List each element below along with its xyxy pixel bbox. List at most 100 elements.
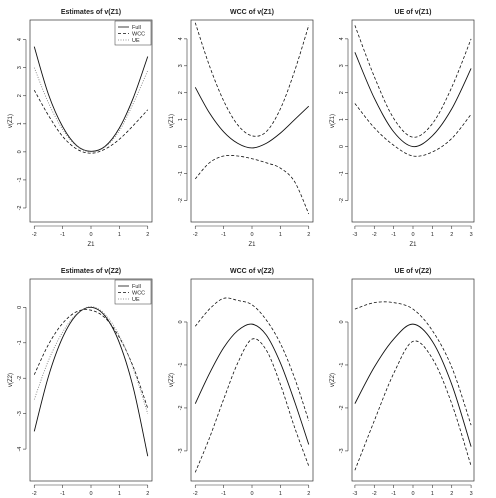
chart-title: UE of v(Z1) <box>395 9 432 16</box>
series-line-3 <box>33 67 149 153</box>
x-axis-label: Z1 <box>248 242 256 248</box>
x-tick-label: 3 <box>470 232 473 238</box>
y-tick-label: -1 <box>339 363 345 368</box>
y-tick-label: -1 <box>17 340 23 345</box>
x-tick-label: -1 <box>221 232 226 238</box>
x-tick-label: -2 <box>193 232 198 238</box>
plot-frame <box>351 278 475 482</box>
y-tick-label: -2 <box>339 198 345 203</box>
y-tick-label: 3 <box>17 66 23 69</box>
y-tick-label: 4 <box>17 38 23 41</box>
x-tick-label: -1 <box>391 232 396 238</box>
series-line-1 <box>33 46 149 152</box>
y-axis-label: v(Z2) <box>8 373 14 387</box>
x-tick-label: 1 <box>279 232 282 238</box>
x-tick-label: -1 <box>221 491 226 497</box>
y-tick-label: 1 <box>17 122 23 125</box>
y-axis-label: v(Z1) <box>169 114 175 128</box>
y-tick-label: -1 <box>17 177 23 182</box>
x-tick-label: -1 <box>60 491 65 497</box>
x-tick-label: -2 <box>32 491 37 497</box>
x-tick-label: -2 <box>193 491 198 497</box>
legend-label: UE <box>132 38 140 44</box>
series-line-1 <box>194 323 310 445</box>
x-tick-label: 1 <box>118 232 121 238</box>
series-line-1 <box>354 323 472 447</box>
y-tick-label: 0 <box>17 150 23 153</box>
x-tick-label: -3 <box>352 491 357 497</box>
x-tick-label: 1 <box>431 232 434 238</box>
x-tick-label: 1 <box>118 491 121 497</box>
x-axis-label: Z1 <box>87 242 95 248</box>
x-axis-label: Z1 <box>409 242 417 248</box>
y-tick-label: -2 <box>17 206 23 211</box>
chart-title: WCC of v(Z1) <box>230 9 274 16</box>
legend-label: UE <box>132 297 140 303</box>
chart-panel-2: WCC of v(Z1) -2 -1 0 1 2 -2 -1 0 1 2 3 4 Z1 v(Z1) <box>169 9 314 248</box>
x-tick-label: 2 <box>146 491 149 497</box>
x-tick-label: 2 <box>146 232 149 238</box>
y-tick-label: 2 <box>178 91 184 94</box>
x-tick-label: 2 <box>307 232 310 238</box>
legend-box <box>114 20 152 46</box>
series-line-1 <box>354 52 472 148</box>
x-tick-label: 0 <box>250 491 253 497</box>
chart-title: UE of v(Z2) <box>395 268 432 275</box>
series-line-3 <box>194 338 310 473</box>
plot-frame <box>29 19 153 223</box>
series-line-2 <box>33 309 149 409</box>
legend-label: Full <box>132 284 141 290</box>
y-tick-label: -1 <box>178 171 184 176</box>
x-tick-label: 0 <box>250 232 253 238</box>
x-tick-label: -1 <box>391 491 396 497</box>
series-line-3 <box>354 103 472 157</box>
y-tick-label: -1 <box>339 171 345 176</box>
y-tick-label: 2 <box>339 91 345 94</box>
x-tick-label: 0 <box>411 491 414 497</box>
y-axis-label: v(Z1) <box>330 114 336 128</box>
legend-label: WCC <box>132 32 145 38</box>
y-tick-label: -2 <box>178 198 184 203</box>
plot-frame <box>29 278 153 482</box>
y-tick-label: 0 <box>178 145 184 148</box>
x-tick-label: 1 <box>431 491 434 497</box>
y-tick-label: 4 <box>339 37 345 40</box>
x-tick-label: 1 <box>279 491 282 497</box>
y-tick-label: 0 <box>178 320 184 323</box>
y-tick-label: 0 <box>17 306 23 309</box>
y-tick-label: -2 <box>17 376 23 381</box>
chart-panel-3: UE of v(Z1) -3 -2 -1 0 1 2 3 -2 -1 0 1 2 3 4 Z1 v(Z1) <box>330 9 475 248</box>
y-tick-label: 0 <box>339 320 345 323</box>
x-tick-label: 2 <box>450 232 453 238</box>
chart-title: Estimates of v(Z1) <box>61 9 121 16</box>
series-line-2 <box>354 25 472 138</box>
series-line-3 <box>194 154 310 215</box>
x-tick-label: -1 <box>60 232 65 238</box>
plot-frame <box>351 19 475 223</box>
x-tick-label: -3 <box>352 232 357 238</box>
x-tick-label: 0 <box>411 232 414 238</box>
y-tick-label: 3 <box>178 64 184 67</box>
series-line-2 <box>33 89 149 154</box>
x-tick-label: 3 <box>470 491 473 497</box>
y-tick-label: -3 <box>17 411 23 416</box>
series-line-2 <box>194 22 310 137</box>
y-tick-label: -2 <box>178 405 184 410</box>
x-tick-label: 2 <box>307 491 310 497</box>
x-tick-label: 0 <box>89 491 92 497</box>
y-tick-label: 2 <box>17 94 23 97</box>
y-tick-label: -2 <box>339 405 345 410</box>
y-tick-label: 1 <box>339 118 345 121</box>
y-tick-label: -3 <box>339 448 345 453</box>
series-line-3 <box>33 306 149 414</box>
legend-label: Full <box>132 25 141 31</box>
x-tick-label: -2 <box>372 232 377 238</box>
plot-frame <box>190 19 314 223</box>
y-tick-label: 3 <box>339 64 345 67</box>
series-line-3 <box>354 340 472 471</box>
